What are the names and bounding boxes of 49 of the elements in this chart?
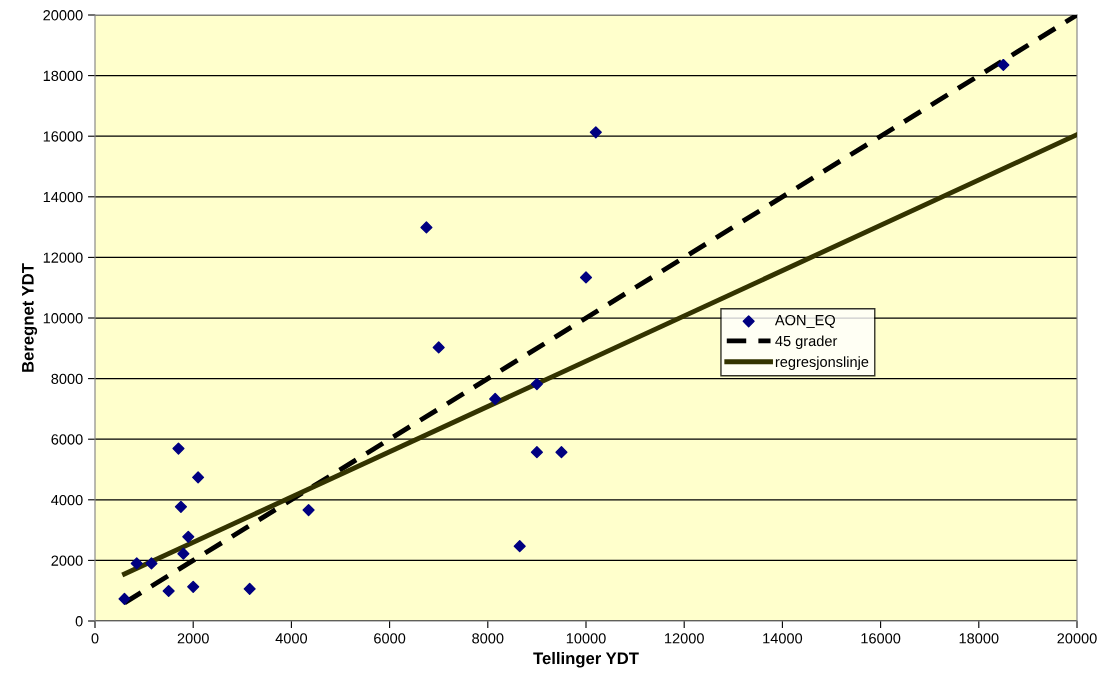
y-tick-label: 12000 bbox=[43, 252, 83, 263]
x-tick-label: 6000 bbox=[374, 633, 406, 644]
point bbox=[489, 392, 502, 405]
y-tick-label: 4000 bbox=[51, 494, 83, 506]
x-tick-label: 12000 bbox=[665, 633, 704, 644]
x-tick-label: 0 bbox=[91, 633, 99, 644]
y-tick-label: 8000 bbox=[51, 373, 83, 385]
legend-label: 45 grader bbox=[775, 335, 838, 350]
x-tick-label: 14000 bbox=[763, 633, 803, 644]
x-tick-label: 18000 bbox=[959, 633, 999, 644]
point bbox=[530, 377, 543, 391]
y-tick-label: 20000 bbox=[43, 10, 83, 21]
point bbox=[145, 557, 158, 570]
point bbox=[555, 446, 568, 459]
legend-label: regresjonslinje bbox=[775, 356, 869, 370]
point bbox=[174, 500, 187, 513]
point bbox=[579, 271, 593, 284]
x-tick-label: 10000 bbox=[566, 633, 606, 644]
point bbox=[130, 557, 143, 570]
x-tick-label: 2000 bbox=[177, 633, 209, 644]
point bbox=[420, 221, 433, 234]
y-tick-label: 2000 bbox=[51, 555, 83, 566]
x-tick-label: 16000 bbox=[861, 633, 901, 644]
point bbox=[192, 471, 205, 484]
point bbox=[513, 540, 526, 553]
x-tick-label: 4000 bbox=[275, 633, 308, 644]
point bbox=[187, 580, 200, 593]
point bbox=[589, 126, 602, 139]
point bbox=[530, 446, 543, 459]
point bbox=[182, 530, 195, 543]
point bbox=[172, 442, 185, 455]
y-tick-label: 6000 bbox=[51, 434, 83, 445]
point bbox=[162, 584, 175, 598]
y-tick-label: 18000 bbox=[43, 70, 83, 82]
point bbox=[177, 547, 190, 560]
y-tick-label: 14000 bbox=[43, 191, 83, 203]
y-axis-title: Beregnet YDT bbox=[22, 263, 38, 372]
point bbox=[432, 341, 445, 354]
point bbox=[997, 58, 1010, 72]
point bbox=[118, 592, 131, 605]
legend-label: AON_EQ bbox=[774, 314, 835, 329]
point bbox=[302, 504, 315, 517]
point bbox=[243, 582, 256, 595]
x-axis-title: Tellinger YDT bbox=[533, 651, 639, 668]
x-tick-label: 20000 bbox=[1057, 633, 1097, 644]
x-tick-label: 8000 bbox=[472, 633, 504, 644]
y-tick-label: 0 bbox=[75, 616, 83, 627]
y-tick-label: 16000 bbox=[43, 131, 83, 142]
y-tick-label: 10000 bbox=[43, 313, 83, 324]
